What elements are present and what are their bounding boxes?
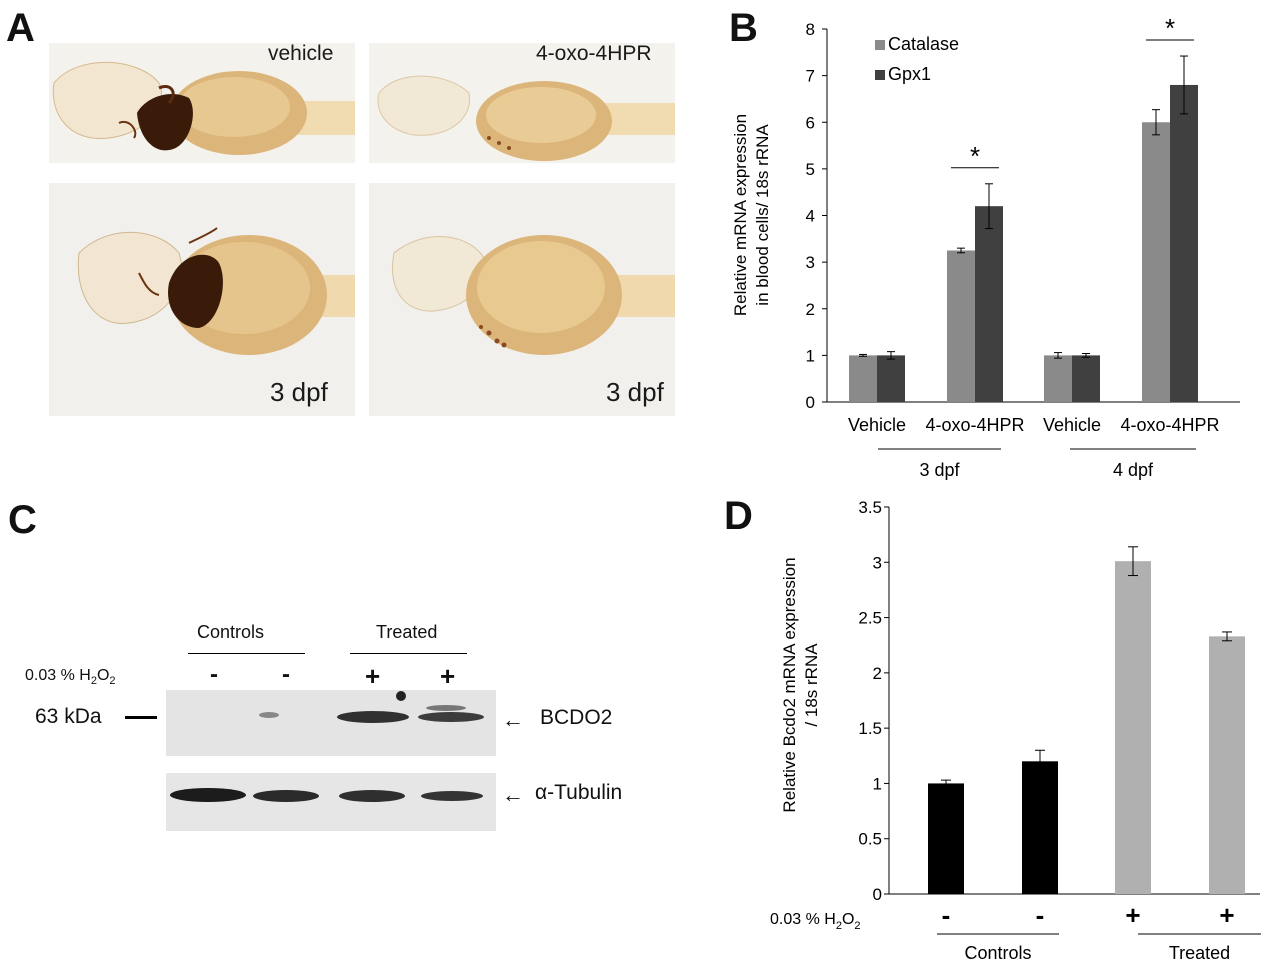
panel-letter-b: B	[729, 6, 758, 50]
group-label-d: Controls	[964, 943, 1031, 963]
tile-label-4-oxo-4hpr: 4-oxo-4HPR	[536, 42, 652, 65]
lane-sign-2: -	[282, 661, 290, 688]
lane-sign-1: -	[210, 661, 218, 688]
y-tick-label-d: 1.5	[858, 719, 882, 738]
significance-star-b: *	[970, 141, 980, 171]
lane-sign-4: +	[440, 661, 456, 691]
y-axis-label-b: Relative mRNA expression in blood cells/ …	[731, 114, 772, 316]
treatment-label-suffix: O	[96, 667, 110, 684]
embryo-image-vehicle-top	[49, 43, 355, 163]
bar-d	[1022, 761, 1058, 894]
treatment-label-d-part: O	[842, 911, 854, 928]
y-tick-label-b: 5	[806, 160, 815, 179]
treatment-label-sub2: 2	[109, 675, 116, 688]
y-axis-label-d-line1: Relative Bcdo2 mRNA expression	[780, 557, 799, 812]
embryo-image-treated-top	[369, 43, 675, 163]
legend-swatch-b-gpx1	[875, 70, 885, 80]
tile-label-vehicle: vehicle	[268, 42, 334, 65]
bar-b-catalase	[1142, 122, 1170, 402]
bar-b-gpx1	[877, 355, 905, 402]
x-category-label-b: Vehicle	[1043, 415, 1101, 435]
treatment-label-d-part: 0.03 % H	[770, 911, 836, 928]
group-label-treated: Treated	[376, 622, 438, 642]
embryo-image-vehicle-bottom	[49, 183, 355, 416]
bar-d	[928, 783, 964, 894]
y-tick-label-b: 7	[806, 67, 815, 86]
chart-b: 0 1 2 3 4 5 6 7 8 Relative mRNA expression in bloo…	[731, 13, 1240, 480]
treatment-label-d-part: 2	[854, 920, 860, 932]
lane-sign-3: +	[365, 661, 381, 691]
panel-letter-d: D	[724, 494, 753, 538]
legend-label-b-catalase: Catalase	[888, 34, 959, 54]
y-tick-label-b: 1	[806, 346, 815, 365]
y-tick-label-d: 1	[873, 774, 882, 793]
y-tick-label-b: 2	[806, 300, 815, 319]
treatment-label-d-part: 2	[836, 920, 842, 932]
x-category-sign-d: -	[1036, 900, 1045, 930]
panel-letter-c: C	[8, 498, 37, 542]
y-tick-label-b: 0	[806, 393, 815, 412]
bar-b-gpx1	[975, 206, 1003, 402]
marker-label-63kda: 63 kDa	[35, 705, 102, 728]
legend-swatch-b-catalase	[875, 40, 885, 50]
group-label-b: 3 dpf	[919, 460, 960, 480]
treatment-label-c: 0.03 % H2O2	[25, 667, 116, 687]
y-tick-label-b: 4	[806, 207, 815, 226]
y-tick-label-d: 0	[873, 885, 882, 904]
tile-label-3-dpf-right: 3 dpf	[606, 377, 664, 407]
chart-d: 0 0.5 1 1.5 2 2.5 3 3.5 Relative Bcdo2 mRNA expr…	[770, 498, 1261, 963]
legend-label-b-gpx1: Gpx1	[888, 64, 931, 84]
y-axis-label-b-line2: in blood cells/ 18s rRNA	[753, 124, 772, 306]
bar-b-catalase	[947, 250, 975, 402]
group-label-d: Treated	[1169, 943, 1230, 963]
y-tick-label-d: 3	[873, 553, 882, 572]
bar-b-gpx1	[1072, 355, 1100, 402]
embryo-image-treated-bottom	[369, 183, 675, 416]
arrow-tubulin: ←	[502, 782, 524, 807]
treatment-label-d: 0.03 % H2O2	[770, 911, 861, 932]
y-tick-label-b: 8	[806, 20, 815, 39]
x-category-sign-d: +	[1219, 900, 1234, 930]
band-label-tubulin: α-Tubulin	[535, 781, 623, 804]
treatment-label-sub1: 2	[90, 675, 97, 688]
panel-letter-a: A	[6, 6, 35, 50]
y-tick-label-d: 0.5	[858, 830, 882, 849]
blot-bcdo2	[166, 690, 496, 756]
significance-star-b: *	[1165, 13, 1175, 43]
x-category-label-b: 4-oxo-4HPR	[1120, 415, 1219, 435]
y-tick-label-b: 6	[806, 113, 815, 132]
bar-b-gpx1	[1170, 84, 1198, 402]
y-tick-label-b: 3	[806, 253, 815, 272]
bar-d	[1209, 636, 1245, 894]
blot-tubulin	[166, 773, 496, 831]
bar-d	[1115, 561, 1151, 894]
x-category-label-b: Vehicle	[848, 415, 906, 435]
group-label-controls: Controls	[197, 622, 265, 642]
group-label-b: 4 dpf	[1113, 460, 1154, 480]
y-axis-label-d-line2: / 18s rRNA	[802, 643, 821, 727]
band-label-bcdo2: BCDO2	[540, 706, 613, 729]
treatment-label-text: 0.03 % H	[25, 667, 91, 684]
x-category-sign-d: +	[1125, 900, 1140, 930]
x-category-label-b: 4-oxo-4HPR	[925, 415, 1024, 435]
bar-b-catalase	[849, 355, 877, 402]
y-tick-label-d: 3.5	[858, 498, 882, 517]
marker-tick	[125, 716, 157, 719]
bar-b-catalase	[1044, 355, 1072, 402]
x-category-sign-d: -	[942, 900, 951, 930]
y-axis-label-b-line1: Relative mRNA expression	[731, 114, 750, 316]
arrow-bcdo2: ←	[502, 707, 524, 732]
tile-label-3-dpf-left: 3 dpf	[270, 377, 328, 407]
y-tick-label-d: 2	[873, 664, 882, 683]
y-axis-label-d: Relative Bcdo2 mRNA expression/ 18s rRNA	[780, 557, 821, 812]
y-tick-label-d: 2.5	[858, 609, 882, 628]
group-underline-controls	[188, 653, 305, 654]
group-underline-treated	[350, 653, 467, 654]
